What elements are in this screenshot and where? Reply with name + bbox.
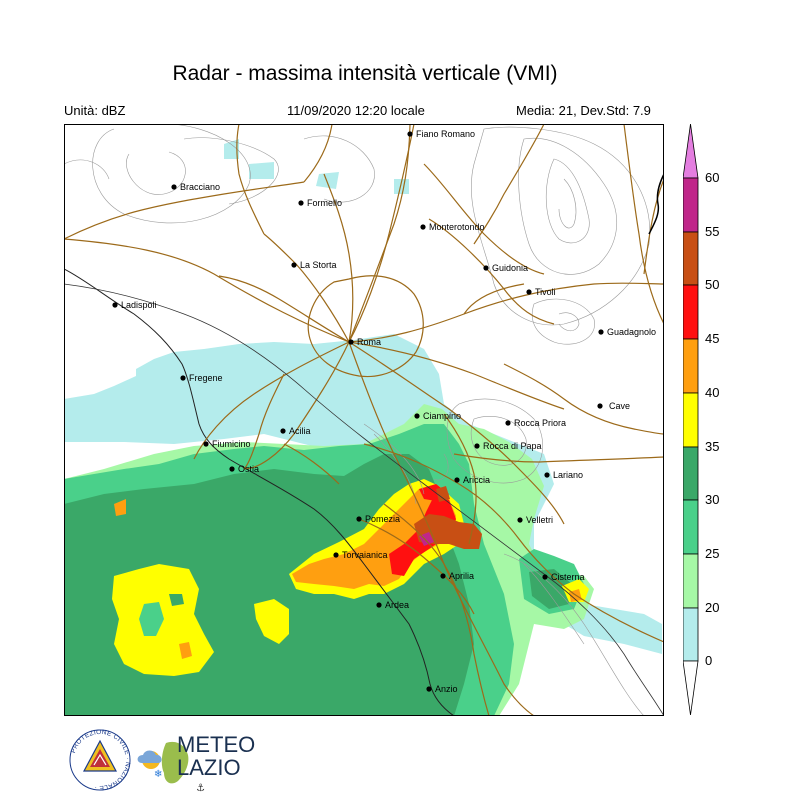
logos: PROTEZIONE CIVILE · NAZIONALE · METEO LA… [69, 729, 255, 794]
railway [64, 283, 664, 716]
legend-bin-0-20 [683, 607, 699, 662]
place-ladispoli: Ladispoli [112, 300, 157, 310]
place-formello: Formello [298, 198, 342, 208]
legend-tick-55: 55 [705, 224, 719, 239]
svg-text:Acilia: Acilia [289, 426, 311, 436]
svg-text:Ariccia: Ariccia [463, 475, 490, 485]
place-fiumicino: Fiumicino [203, 439, 251, 449]
datetime-label: 11/09/2020 12:20 locale [287, 103, 425, 118]
place-acilia: Acilia [280, 426, 311, 436]
place-ardea: Ardea [376, 600, 409, 610]
svg-text:Bracciano: Bracciano [180, 182, 220, 192]
place-lariano: Lariano [544, 470, 583, 480]
color-legend: 60 55 50 45 40 35 30 25 20 0 [683, 124, 719, 716]
place-la-storta: La Storta [291, 260, 337, 270]
place-velletri: Velletri [517, 515, 553, 525]
legend-tick-40: 40 [705, 385, 719, 400]
legend-tick-20: 20 [705, 600, 719, 615]
place-cave: Cave [597, 401, 630, 411]
place-aprilia: Aprilia [440, 571, 474, 581]
legend-bin-40-45 [683, 338, 699, 394]
svg-text:Rocca Priora: Rocca Priora [514, 418, 566, 428]
svg-text:⚓: ⚓ [196, 783, 205, 794]
place-ostia: Ostia [229, 464, 259, 474]
city-labels: Fiano Romano Bracciano Formello Monterot… [112, 129, 656, 694]
place-bracciano: Bracciano [171, 182, 220, 192]
place-fregene: Fregene [180, 373, 223, 383]
place-ciampino: Ciampino [414, 411, 461, 421]
place-fiano-romano: Fiano Romano [407, 129, 475, 139]
legend-bin-30-35 [683, 446, 699, 501]
svg-text:Aprilia: Aprilia [449, 571, 474, 581]
svg-text:Ladispoli: Ladispoli [121, 300, 157, 310]
road-network [64, 124, 664, 716]
legend-tick-60: 60 [705, 170, 719, 185]
svg-text:❄: ❄ [154, 769, 162, 780]
legend-tick-45: 45 [705, 331, 719, 346]
radar-map: Fiano Romano Bracciano Formello Monterot… [64, 124, 664, 716]
coastline [64, 268, 455, 716]
place-guadagnolo: Guadagnolo [598, 327, 656, 337]
svg-text:Roma: Roma [357, 337, 381, 347]
rain-field [64, 139, 662, 716]
legend-bin-20-25 [683, 553, 699, 609]
svg-text:Fregene: Fregene [189, 373, 223, 383]
svg-text:Torvaianica: Torvaianica [342, 550, 388, 560]
legend-bin-35-40 [683, 392, 699, 448]
place-anzio: Anzio [426, 684, 458, 694]
place-rocca-di-papa: Rocca di Papa [474, 441, 542, 451]
legend-top-triangle [683, 124, 699, 179]
place-pomezia: Pomezia [356, 514, 400, 524]
svg-text:Guadagnolo: Guadagnolo [607, 327, 656, 337]
meteo-lazio-logo: METEO LAZIO ❄ ⚓ [137, 732, 255, 794]
legend-tick-0: 0 [705, 653, 712, 668]
svg-text:Lariano: Lariano [553, 470, 583, 480]
rain-40-45 [114, 489, 582, 659]
svg-text:La Storta: La Storta [300, 260, 337, 270]
legend-tick-35: 35 [705, 439, 719, 454]
place-roma: Roma [348, 337, 381, 347]
svg-text:Ostia: Ostia [238, 464, 259, 474]
svg-text:Tivoli: Tivoli [535, 287, 556, 297]
legend-bin-50-55 [683, 231, 699, 286]
svg-text:Velletri: Velletri [526, 515, 553, 525]
svg-text:Fiumicino: Fiumicino [212, 439, 251, 449]
map-title: Radar - massima intensità verticale (VMI… [172, 62, 558, 85]
svg-text:Ciampino: Ciampino [423, 411, 461, 421]
legend-tick-25: 25 [705, 546, 719, 561]
place-ariccia: Ariccia [454, 475, 490, 485]
svg-text:Cave: Cave [609, 401, 630, 411]
legend-bin-55-60 [683, 177, 699, 233]
place-tivoli: Tivoli [526, 287, 556, 297]
place-rocca-priora: Rocca Priora [505, 418, 566, 428]
stats-label: Media: 21, Dev.Std: 7.9 [516, 103, 651, 118]
legend-bin-25-30 [683, 499, 699, 555]
legend-tick-50: 50 [705, 277, 719, 292]
place-guidonia: Guidonia [483, 263, 528, 273]
svg-text:Pomezia: Pomezia [365, 514, 400, 524]
legend-tick-30: 30 [705, 492, 719, 507]
svg-text:Formello: Formello [307, 198, 342, 208]
protezione-civile-logo: PROTEZIONE CIVILE · NAZIONALE · [69, 729, 131, 791]
svg-text:METEO: METEO [177, 732, 255, 757]
svg-text:Rocca di Papa: Rocca di Papa [483, 441, 542, 451]
svg-text:Cisterna: Cisterna [551, 572, 585, 582]
rain-55-60 [419, 532, 434, 546]
svg-text:Anzio: Anzio [435, 684, 458, 694]
unit-label: Unità: dBZ [64, 103, 126, 118]
svg-text:Fiano Romano: Fiano Romano [416, 129, 475, 139]
place-cisterna: Cisterna [542, 572, 585, 582]
map-frame [64, 124, 664, 716]
svg-text:Guidonia: Guidonia [492, 263, 528, 273]
svg-text:Monterotondo: Monterotondo [429, 222, 485, 232]
legend-bin-45-50 [683, 284, 699, 340]
svg-text:LAZIO: LAZIO [177, 755, 241, 780]
svg-text:Ardea: Ardea [385, 600, 409, 610]
place-monterotondo: Monterotondo [420, 222, 485, 232]
place-torvaianica: Torvaianica [333, 550, 388, 560]
legend-bottom-triangle [683, 660, 699, 716]
